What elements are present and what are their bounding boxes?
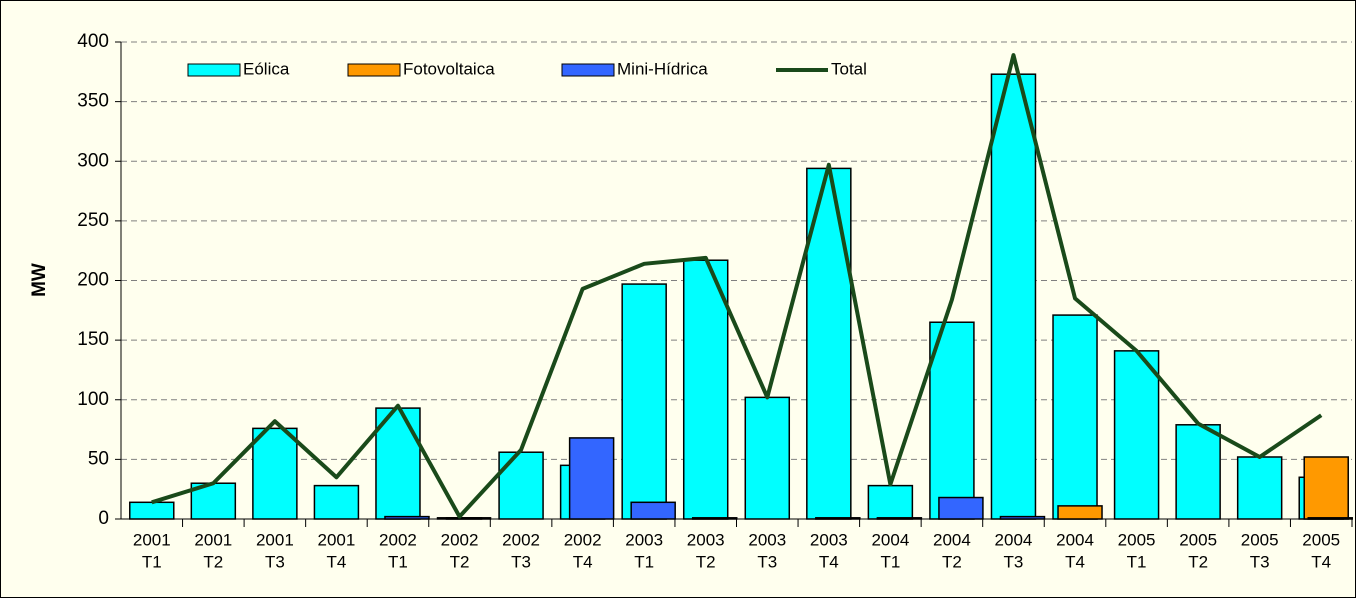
x-tick-label: T1 bbox=[634, 552, 654, 571]
x-tick-label: T2 bbox=[203, 552, 223, 571]
x-tick-label: T2 bbox=[1188, 552, 1208, 571]
legend-swatch bbox=[561, 63, 615, 77]
bar bbox=[1303, 456, 1349, 520]
x-tick-label: 2005 bbox=[1179, 530, 1217, 549]
bar bbox=[867, 484, 914, 520]
x-tick-label: 2004 bbox=[871, 530, 909, 549]
bar bbox=[1057, 505, 1103, 520]
x-tick-label: 2003 bbox=[687, 530, 725, 549]
y-axis-label: MW bbox=[29, 263, 50, 297]
x-tick-label: 2003 bbox=[748, 530, 786, 549]
bar bbox=[313, 484, 360, 520]
total-line bbox=[151, 53, 1323, 519]
x-tick-label: T1 bbox=[1127, 552, 1147, 571]
bar bbox=[1236, 456, 1283, 520]
bar bbox=[990, 73, 1037, 520]
x-tick-label: T2 bbox=[696, 552, 716, 571]
y-tick-label: 400 bbox=[77, 31, 109, 52]
y-tick-label: 150 bbox=[77, 329, 109, 350]
x-tick-label: T4 bbox=[1065, 552, 1085, 571]
x-tick-label: T3 bbox=[511, 552, 531, 571]
bar bbox=[252, 427, 298, 520]
x-tick-label: T1 bbox=[880, 552, 900, 571]
x-tick-label: 2004 bbox=[1056, 530, 1094, 549]
legend-swatch bbox=[187, 63, 241, 77]
bar bbox=[1113, 350, 1160, 520]
x-tick-label: T4 bbox=[327, 552, 347, 571]
y-tick-label: 50 bbox=[88, 448, 109, 469]
bar bbox=[498, 451, 544, 520]
bar bbox=[1175, 424, 1221, 520]
x-tick-label: 2004 bbox=[933, 530, 971, 549]
x-tick-label: 2001 bbox=[194, 530, 232, 549]
x-tick-label: 2003 bbox=[810, 530, 848, 549]
x-tick-label: 2001 bbox=[133, 530, 171, 549]
x-tick-label: 2005 bbox=[1302, 530, 1340, 549]
legend-label: Total bbox=[831, 59, 867, 78]
x-tick-label: T1 bbox=[388, 552, 408, 571]
legend-label: Fotovoltaica bbox=[403, 59, 495, 78]
x-tick-label: 2005 bbox=[1241, 530, 1279, 549]
y-tick-label: 0 bbox=[98, 508, 109, 529]
x-tick-label: 2002 bbox=[379, 530, 417, 549]
x-tick-label: 2002 bbox=[502, 530, 540, 549]
bar bbox=[129, 501, 175, 520]
legend-swatch bbox=[347, 63, 401, 77]
y-tick-label: 100 bbox=[77, 389, 109, 410]
x-tick-label: T1 bbox=[142, 552, 162, 571]
x-tick-label: T3 bbox=[1250, 552, 1270, 571]
y-tick-label: 250 bbox=[77, 210, 109, 231]
bar bbox=[1052, 314, 1098, 520]
x-tick-label: 2004 bbox=[995, 530, 1033, 549]
x-tick-label: 2003 bbox=[625, 530, 663, 549]
y-tick-label: 200 bbox=[77, 270, 109, 291]
x-tick-label: 2002 bbox=[564, 530, 602, 549]
x-tick-label: T4 bbox=[819, 552, 839, 571]
bar bbox=[744, 396, 791, 520]
x-tick-label: 2001 bbox=[256, 530, 294, 549]
x-tick-label: T4 bbox=[573, 552, 593, 571]
legend-label: Mini-Hídrica bbox=[617, 59, 708, 78]
bar bbox=[938, 496, 984, 520]
x-tick-label: 2005 bbox=[1118, 530, 1156, 549]
bar bbox=[568, 437, 615, 520]
x-tick-label: T3 bbox=[757, 552, 777, 571]
bar bbox=[621, 283, 667, 520]
bar bbox=[682, 259, 729, 520]
bar bbox=[375, 407, 421, 520]
y-tick-label: 350 bbox=[77, 91, 109, 112]
x-tick-label: 2002 bbox=[441, 530, 479, 549]
x-tick-label: T3 bbox=[265, 552, 285, 571]
bar bbox=[630, 501, 676, 520]
x-tick-label: T4 bbox=[1311, 552, 1331, 571]
legend-label: Eólica bbox=[243, 59, 290, 78]
x-tick-label: T2 bbox=[942, 552, 962, 571]
x-tick-label: T2 bbox=[450, 552, 470, 571]
x-tick-label: 2001 bbox=[318, 530, 356, 549]
x-tick-label: T3 bbox=[1004, 552, 1024, 571]
y-tick-label: 300 bbox=[77, 150, 109, 171]
